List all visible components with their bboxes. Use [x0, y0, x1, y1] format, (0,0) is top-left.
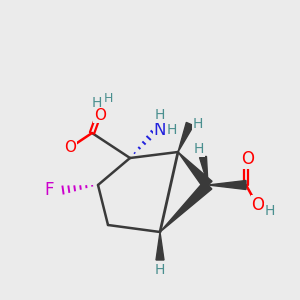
Text: H: H — [265, 204, 275, 218]
Text: H: H — [92, 96, 102, 110]
Text: H: H — [167, 123, 177, 137]
Text: H: H — [103, 92, 113, 106]
Text: O: O — [94, 107, 106, 122]
Polygon shape — [160, 181, 212, 232]
Text: H: H — [155, 263, 165, 277]
Polygon shape — [178, 152, 212, 189]
Text: H: H — [155, 108, 165, 122]
Polygon shape — [156, 232, 164, 260]
Polygon shape — [178, 122, 194, 152]
Text: H: H — [194, 142, 204, 156]
Text: O: O — [64, 140, 76, 154]
Text: N: N — [154, 121, 166, 139]
Text: F: F — [44, 181, 54, 199]
Polygon shape — [208, 181, 246, 190]
Text: O: O — [251, 196, 265, 214]
Text: O: O — [242, 150, 254, 168]
Polygon shape — [200, 156, 208, 185]
Text: H: H — [193, 117, 203, 131]
